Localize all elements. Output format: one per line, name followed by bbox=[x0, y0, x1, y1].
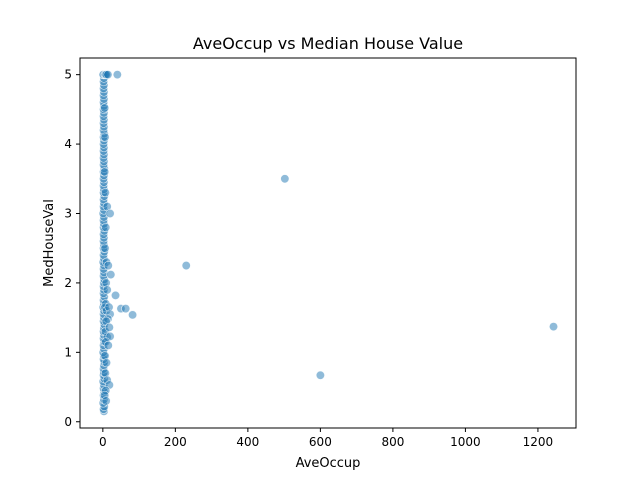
data-point-113 bbox=[100, 243, 110, 253]
x-tick-label: 1000 bbox=[450, 435, 481, 449]
data-point-105 bbox=[112, 70, 122, 80]
x-tick-label: 200 bbox=[164, 435, 187, 449]
data-point-133 bbox=[101, 358, 111, 368]
y-tick-label: 3 bbox=[64, 206, 72, 220]
y-axis-ticks: 0 1 2 3 4 5 bbox=[64, 68, 80, 429]
y-tick-label: 4 bbox=[64, 137, 72, 151]
x-tick-label: 400 bbox=[236, 435, 259, 449]
data-point-145 bbox=[280, 174, 290, 184]
data-point-116 bbox=[106, 270, 116, 280]
data-point-139 bbox=[101, 396, 111, 406]
y-tick-label: 1 bbox=[64, 345, 72, 359]
data-point-142 bbox=[121, 304, 131, 314]
data-point-111 bbox=[105, 209, 115, 219]
data-point-131 bbox=[103, 340, 113, 350]
y-axis-label: MedHouseVal bbox=[42, 199, 57, 287]
data-point-106 bbox=[100, 103, 110, 113]
data-point-143 bbox=[128, 310, 138, 320]
data-point-147 bbox=[549, 322, 559, 332]
x-tick-label: 0 bbox=[99, 435, 107, 449]
data-point-107 bbox=[100, 132, 110, 142]
x-tick-label: 600 bbox=[309, 435, 332, 449]
x-axis-ticks: 0 200 400 600 800 1000 1200 bbox=[99, 428, 553, 449]
x-axis-label: AveOccup bbox=[296, 456, 361, 471]
data-points bbox=[98, 70, 559, 416]
chart-title: AveOccup vs Median House Value bbox=[193, 34, 463, 53]
y-tick-label: 0 bbox=[64, 415, 72, 429]
y-tick-label: 5 bbox=[64, 68, 72, 82]
data-point-104 bbox=[103, 70, 113, 80]
data-point-118 bbox=[102, 285, 112, 295]
y-tick-label: 2 bbox=[64, 276, 72, 290]
plot-frame bbox=[79, 57, 577, 429]
data-point-112 bbox=[101, 222, 111, 232]
data-point-140 bbox=[111, 290, 121, 300]
data-point-144 bbox=[181, 261, 191, 271]
data-point-109 bbox=[100, 188, 110, 198]
data-point-115 bbox=[103, 261, 113, 271]
data-point-127 bbox=[104, 322, 114, 332]
x-tick-label: 1200 bbox=[523, 435, 554, 449]
data-point-108 bbox=[100, 167, 110, 177]
data-point-146 bbox=[315, 370, 325, 380]
x-tick-label: 800 bbox=[381, 435, 404, 449]
